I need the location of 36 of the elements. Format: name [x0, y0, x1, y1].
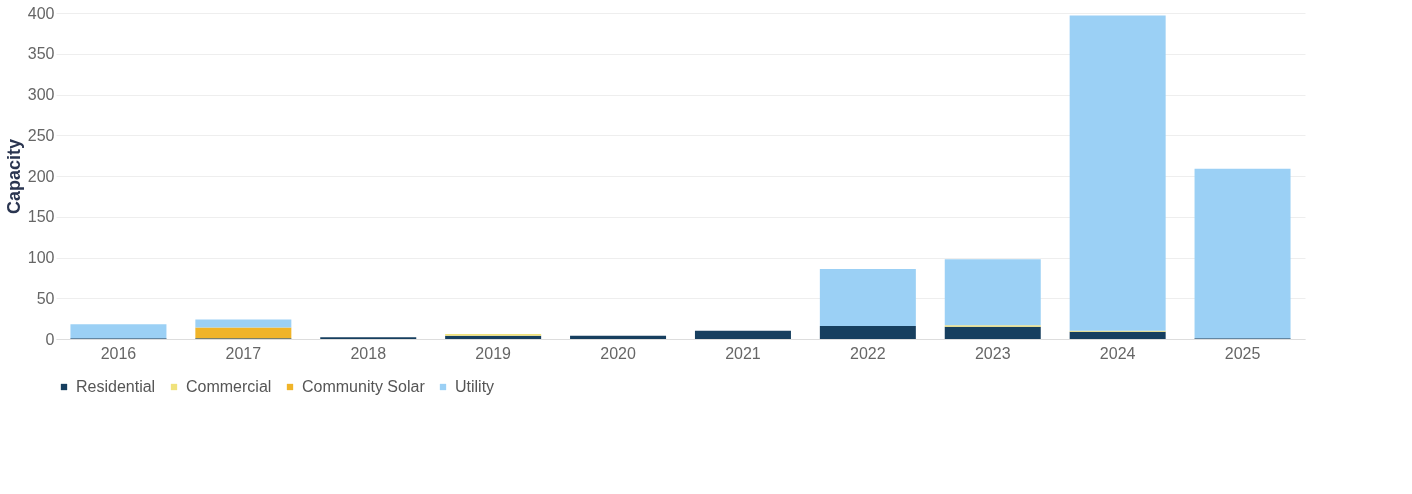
x-tick-label: 2025: [1224, 344, 1261, 362]
bar: [70, 324, 167, 339]
x-tick-label: 2022: [850, 344, 886, 362]
x-tick-label: 2021: [725, 344, 761, 362]
legend-label: Residential: [76, 378, 156, 395]
bar: [195, 327, 292, 339]
y-tick-label: 0: [45, 330, 55, 348]
y-tick-label: 150: [27, 208, 55, 226]
x-tick-label: 2017: [225, 344, 262, 362]
legend-label: Commercial: [186, 378, 272, 395]
bar: [1069, 331, 1166, 339]
bar: [1194, 168, 1291, 339]
bar: [1069, 15, 1166, 331]
y-tick-label: 200: [27, 167, 55, 185]
legend-label: Utility: [455, 378, 495, 395]
y-tick-label: 350: [27, 45, 55, 63]
x-tick-label: 2016: [100, 344, 137, 362]
legend-label: Community Solar: [302, 378, 426, 395]
y-tick-label: 400: [27, 4, 55, 22]
bar: [819, 268, 916, 326]
x-tick-label: 2024: [1099, 344, 1136, 362]
x-tick-label: 2018: [350, 344, 387, 362]
x-tick-label: 2019: [475, 344, 512, 362]
bar: [694, 330, 791, 339]
bar: [819, 325, 916, 339]
bar: [570, 335, 667, 339]
y-tick-label: 250: [27, 126, 55, 144]
y-tick-label: 300: [27, 86, 55, 103]
y-tick-label: 50: [36, 289, 55, 307]
bar: [944, 326, 1041, 339]
y-tick-label: 100: [27, 249, 55, 266]
y-axis-title: Capacity: [3, 138, 24, 215]
x-tick-label: 2020: [600, 344, 636, 362]
x-tick-label: 2023: [974, 344, 1011, 362]
bar: [195, 319, 292, 328]
bar: [944, 259, 1041, 326]
